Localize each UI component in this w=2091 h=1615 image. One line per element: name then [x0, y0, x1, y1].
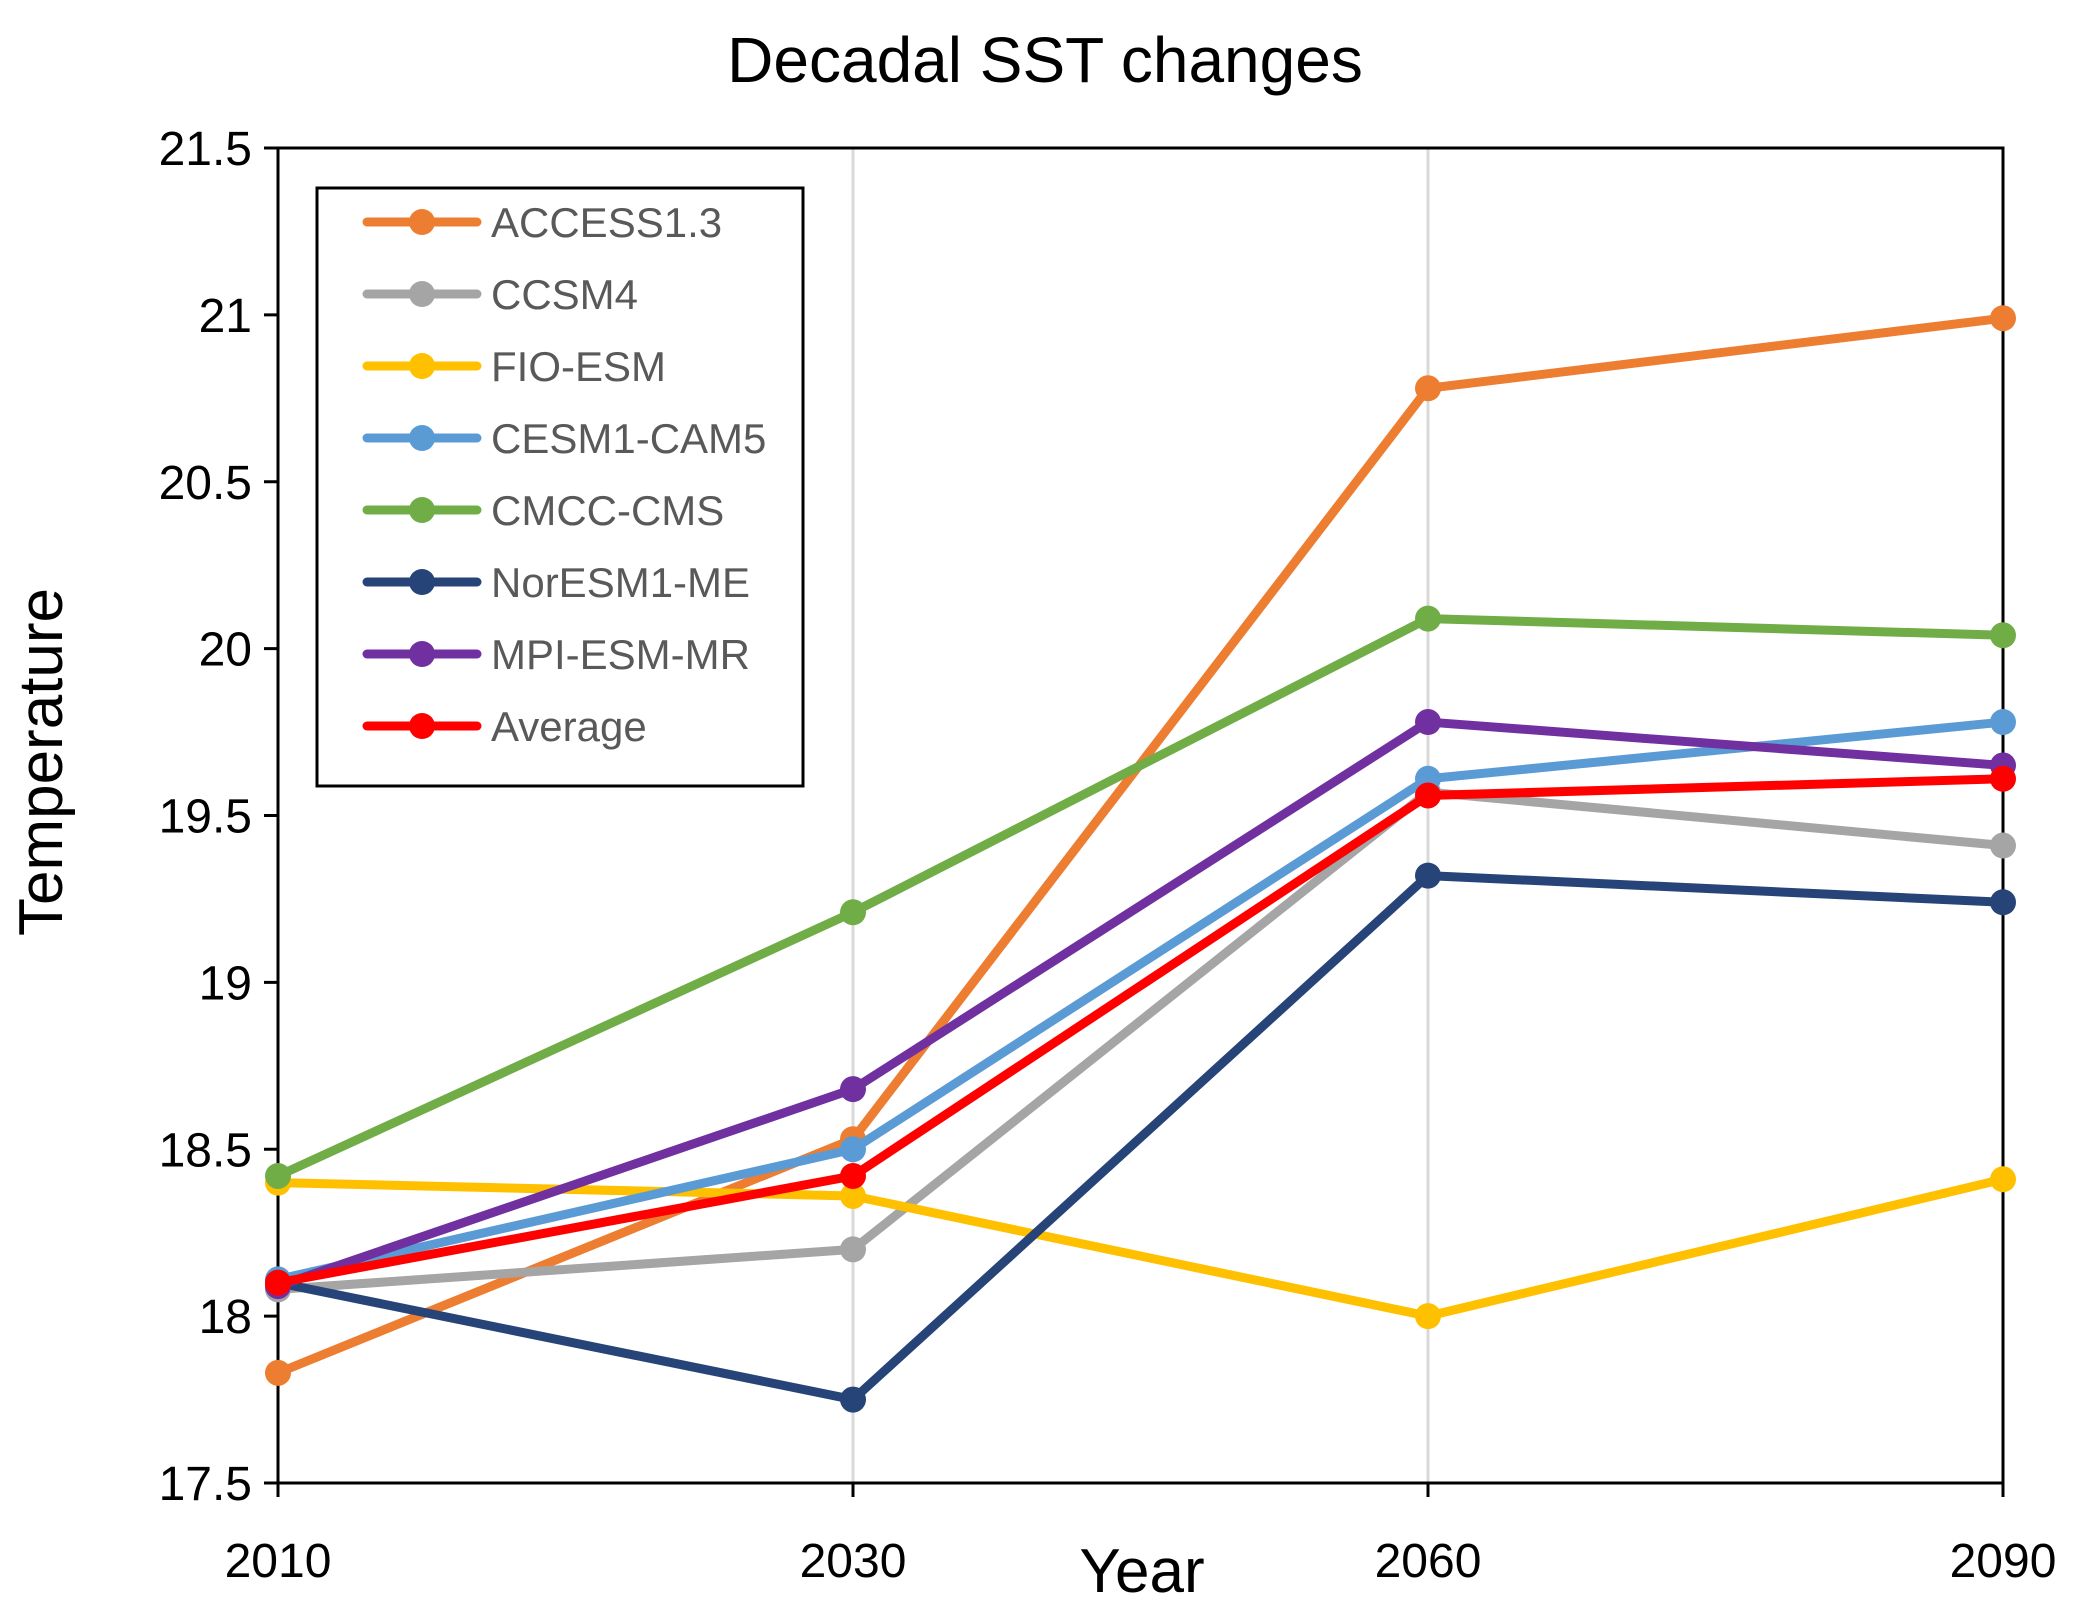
y-tick-label: 19 [199, 957, 252, 1010]
legend-swatch-marker [409, 353, 435, 379]
legend-item: CCSM4 [362, 271, 638, 318]
data-point [840, 1162, 866, 1189]
x-axis-title: Year [1079, 1537, 1204, 1606]
data-point [265, 1359, 291, 1386]
legend-item: CESM1-CAM5 [362, 415, 766, 462]
y-tick-label: 18 [199, 1291, 252, 1344]
data-point [840, 1076, 866, 1103]
data-point [1415, 605, 1441, 632]
data-point [840, 1182, 866, 1209]
data-point [1990, 709, 2016, 736]
series-lines [265, 305, 2016, 1413]
series-line [273, 717, 2008, 1284]
legend-label: NorESM1-ME [491, 559, 750, 606]
legend-label: Average [491, 703, 647, 750]
data-point [1415, 782, 1441, 809]
axes: 17.5 18 18.5 19 19.5 20 20.5 21 21.5 2010 2030 2060… [159, 123, 2057, 1588]
x-tick-label: 2010 [225, 1535, 332, 1588]
legend-swatch-marker [409, 209, 435, 235]
legend-label: CESM1-CAM5 [491, 415, 766, 462]
legend-swatch-marker [409, 641, 435, 667]
data-point [1415, 862, 1441, 889]
legend-label: CCSM4 [491, 271, 638, 318]
data-point [1990, 1166, 2016, 1193]
y-tick-label: 19.5 [159, 791, 252, 844]
data-point [1990, 889, 2016, 916]
data-point [840, 1236, 866, 1263]
legend-swatch-marker [409, 569, 435, 595]
y-tick-label: 17.5 [159, 1458, 252, 1511]
series-cmcc-cms [265, 605, 2016, 1189]
y-tick-label: 20.5 [159, 457, 252, 510]
y-tick-label: 21.5 [159, 123, 252, 176]
y-tick-label: 20 [199, 624, 252, 677]
data-point [840, 899, 866, 926]
legend-item: CMCC-CMS [362, 487, 724, 534]
series-noresm1-me [265, 862, 2016, 1413]
legend-label: ACCESS1.3 [491, 199, 722, 246]
legend-swatch-marker [409, 713, 435, 739]
series-mpi-esm-mr [265, 709, 2016, 1300]
data-point [265, 1269, 291, 1296]
legend-swatch-marker [409, 281, 435, 307]
series-line [273, 717, 2008, 1291]
data-point [1415, 375, 1441, 402]
data-point [1415, 1303, 1441, 1330]
series-line [273, 871, 2008, 1405]
y-tick-label: 21 [199, 290, 252, 343]
x-tick-label: 2030 [800, 1535, 907, 1588]
chart-title: Decadal SST changes [727, 24, 1363, 96]
series-line [273, 787, 2008, 1294]
legend: ACCESS1.3 CCSM4 FIO-ESM CESM1-CAM5 CMCC-CMS N… [315, 186, 805, 788]
series-line [273, 774, 2008, 1288]
y-axis-title: Temperature [7, 588, 76, 936]
data-point [1990, 765, 2016, 792]
data-point [840, 1386, 866, 1413]
legend-item: MPI-ESM-MR [362, 631, 750, 678]
legend-box [315, 186, 805, 788]
legend-swatch-marker [409, 425, 435, 451]
grid-lines [851, 148, 1430, 1483]
data-point [265, 1162, 291, 1189]
legend-item: Average [362, 703, 647, 750]
legend-item: FIO-ESM [362, 343, 666, 390]
series-line [273, 614, 2008, 1181]
legend-label: FIO-ESM [491, 343, 666, 390]
series-average [265, 765, 2016, 1296]
legend-item: NorESM1-ME [362, 559, 750, 606]
legend-label: CMCC-CMS [491, 487, 724, 534]
data-point [840, 1136, 866, 1163]
data-point [1990, 305, 2016, 332]
series-fio-esm [265, 1166, 2016, 1330]
y-tick-label: 18.5 [159, 1124, 252, 1177]
data-point [1990, 832, 2016, 859]
x-tick-label: 2060 [1375, 1535, 1482, 1588]
data-point [1990, 622, 2016, 649]
legend-item: ACCESS1.3 [362, 199, 722, 246]
data-point [1415, 709, 1441, 736]
legend-swatch-marker [409, 497, 435, 523]
legend-label: MPI-ESM-MR [491, 631, 750, 678]
x-tick-label: 2090 [1950, 1535, 2057, 1588]
